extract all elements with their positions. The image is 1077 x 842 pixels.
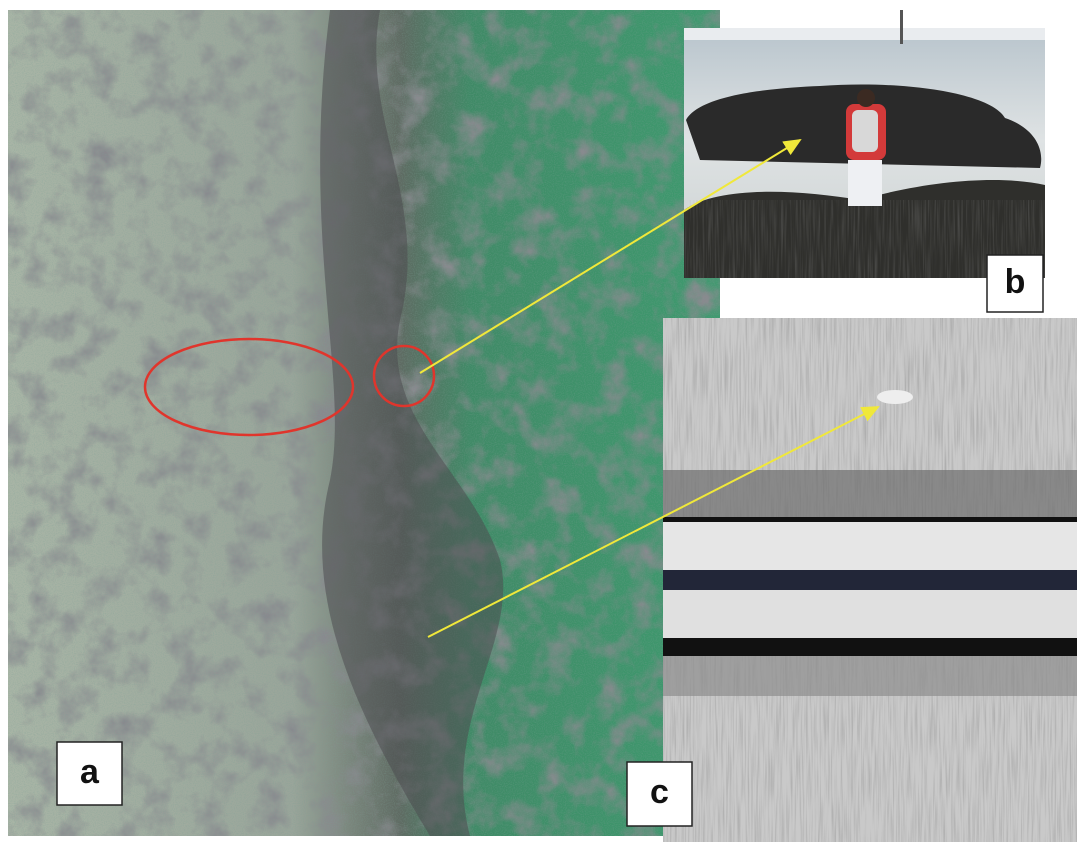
panel-c [663,318,1077,842]
panel-b [684,10,1045,278]
panel-label: c [650,773,669,811]
panel-label: a [80,753,100,791]
label-box: c [627,762,692,826]
figure: a b c [0,0,1077,842]
label-box: a [57,742,122,805]
panel-a [8,10,720,836]
label-box: b [987,255,1043,312]
panel-label: b [1005,263,1026,301]
